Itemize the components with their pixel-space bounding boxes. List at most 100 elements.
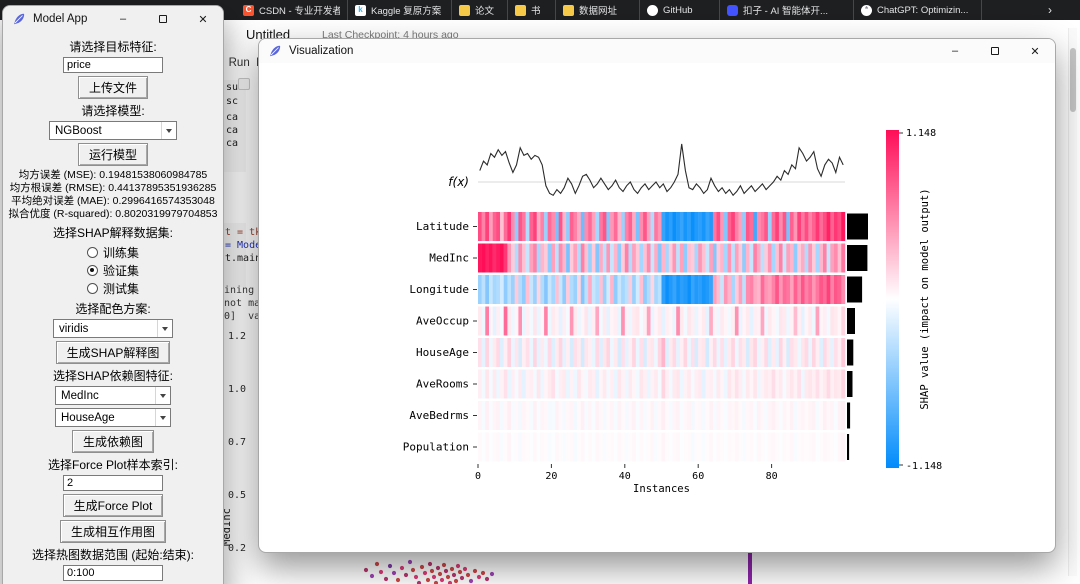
scrollbar-handle[interactable]	[1070, 48, 1076, 112]
colormap-combobox[interactable]: viridis	[53, 319, 173, 338]
editor-fragment: ca	[226, 125, 239, 136]
maximize-button[interactable]	[143, 6, 183, 32]
dependence-feature2-value: HouseAge	[61, 411, 115, 424]
maximize-button[interactable]	[975, 39, 1015, 63]
close-button[interactable]: ✕	[1030, 45, 1040, 58]
generate-shap-button[interactable]: 生成SHAP解释图	[55, 341, 171, 364]
model-app-titlebar[interactable]: Model App – ✕	[3, 6, 223, 32]
editor-fragment: 1.2	[228, 331, 247, 342]
code-cell-fragment	[224, 80, 246, 172]
minimize-button[interactable]: –	[951, 45, 959, 57]
editor-fragment: not mat	[224, 298, 267, 309]
force-index-label: 选择Force Plot样本索引:	[47, 458, 179, 472]
metric-line: 均方误差 (MSE): 0.19481538060984785	[18, 169, 208, 181]
svg-text:40: 40	[619, 471, 631, 482]
tab-title: 数据网址	[579, 6, 618, 17]
svg-text:Instances: Instances	[633, 483, 690, 495]
chevron-down-icon	[157, 320, 172, 337]
browser-tab[interactable]: * ChatGPT: Optimizin...	[854, 0, 982, 20]
radio-validation[interactable]: 验证集	[86, 261, 139, 279]
svg-text:60: 60	[692, 471, 704, 482]
folder-icon	[459, 4, 470, 16]
radio-label: 验证集	[102, 263, 139, 278]
target-feature-label: 请选择目标特征:	[69, 40, 157, 54]
dependence-feature1-value: MedInc	[61, 389, 99, 402]
model-combobox[interactable]: NGBoost	[49, 121, 177, 140]
radio-train[interactable]: 训练集	[86, 243, 139, 261]
editor-fragment: = Model	[225, 240, 268, 251]
tab-title: GitHub	[663, 4, 693, 16]
maximize-icon	[159, 15, 167, 23]
tab-title: CSDN - 专业开发者...	[259, 6, 340, 17]
svg-text:20: 20	[545, 471, 557, 482]
svg-text:0: 0	[475, 471, 481, 482]
feather-icon	[12, 12, 26, 26]
visualization-titlebar[interactable]: Visualization – ✕	[259, 39, 1055, 63]
folder-icon	[515, 4, 526, 16]
editor-fragment: 0.2	[228, 543, 247, 554]
tab-title: 论文	[475, 6, 495, 17]
generate-force-button[interactable]: 生成Force Plot	[62, 494, 164, 517]
tab-title: ChatGPT: Optimizin...	[877, 4, 969, 16]
svg-text:f(x): f(x)	[448, 175, 469, 189]
radio-icon	[86, 282, 98, 294]
svg-text:-1.148: -1.148	[906, 461, 942, 472]
dependence-feature1-combobox[interactable]: MedInc	[55, 386, 171, 405]
svg-text:Population: Population	[403, 441, 469, 454]
svg-text:AveRooms: AveRooms	[416, 378, 469, 391]
target-feature-input[interactable]	[63, 57, 163, 73]
editor-fragment: sc	[226, 96, 239, 107]
visualization-window: Visualization – ✕ f(x) Latitude MedInc Long…	[258, 38, 1056, 553]
code-cell-fragment	[224, 223, 246, 287]
model-select-label: 请选择模型:	[81, 104, 145, 118]
editor-fragment: 0.5	[228, 490, 247, 501]
browser-tab[interactable]: C CSDN - 专业开发者...	[236, 0, 348, 20]
plot-line-fragment	[748, 553, 752, 584]
minimize-button[interactable]: –	[119, 13, 127, 25]
tab-title: 扣子 - AI 智能体开...	[743, 6, 828, 17]
browser-tab[interactable]: k Kaggle 复原方案	[348, 0, 452, 20]
metric-line: 拟合优度 (R-squared): 0.8020319979704853	[8, 208, 218, 220]
browser-tab[interactable]: 扣子 - AI 智能体开...	[720, 0, 854, 20]
chevron-down-icon	[155, 387, 170, 404]
tab-title: Kaggle 复原方案	[371, 6, 442, 17]
model-combobox-value: NGBoost	[55, 124, 102, 137]
metrics-block: 均方误差 (MSE): 0.19481538060984785 均方根误差 (RM…	[9, 169, 218, 221]
colormap-label: 选择配色方案:	[75, 302, 151, 316]
generate-interaction-button[interactable]: 生成相互作用图	[59, 520, 166, 543]
heatmap-range-input[interactable]	[63, 565, 163, 581]
github-icon	[647, 4, 658, 16]
radio-icon	[86, 264, 98, 276]
chevron-down-icon	[161, 122, 176, 139]
radio-test[interactable]: 测试集	[86, 279, 139, 297]
generate-dependence-button[interactable]: 生成依赖图	[71, 430, 154, 453]
editor-fragment: t.mainlo	[225, 253, 274, 264]
browser-tab[interactable]: 书	[508, 0, 556, 20]
editor-fragment: ca	[226, 138, 239, 149]
window-controls: – ✕	[935, 39, 1055, 63]
upload-file-button[interactable]: 上传文件	[77, 76, 148, 99]
tab-overflow-chevron-icon[interactable]: ›	[1048, 3, 1052, 17]
force-index-input[interactable]	[63, 475, 163, 491]
scatter-plot-fragment	[363, 559, 495, 584]
svg-text:AveOccup: AveOccup	[416, 315, 469, 328]
kaggle-icon: k	[355, 4, 366, 16]
page-scrollbar[interactable]	[1068, 28, 1077, 576]
close-button[interactable]: ✕	[198, 13, 208, 26]
visualization-title: Visualization	[289, 45, 354, 57]
browser-tab-bar: C CSDN - 专业开发者... k Kaggle 复原方案 论文 书 数据网址 GitHu…	[0, 0, 1080, 20]
browser-tab[interactable]: 数据网址	[556, 0, 640, 20]
dependence-feature2-combobox[interactable]: HouseAge	[55, 408, 171, 427]
svg-text:1.148: 1.148	[906, 128, 936, 139]
cell-toolbar-icon[interactable]	[238, 78, 250, 90]
folder-icon	[563, 4, 574, 16]
model-app-window: Model App – ✕ 请选择目标特征: 上传文件 请选择模型: NGBoo…	[2, 5, 224, 584]
dependence-feature-label: 选择SHAP依赖图特征:	[52, 369, 173, 383]
svg-text:HouseAge: HouseAge	[416, 346, 469, 359]
browser-tab[interactable]: 论文	[452, 0, 508, 20]
browser-tab[interactable]: GitHub	[640, 0, 720, 20]
shap-heatmap-chart: f(x) Latitude MedInc Longitude AveOccup House…	[403, 128, 942, 495]
run-model-button[interactable]: 运行模型	[77, 143, 148, 166]
svg-text:SHAP value (impact on model ou: SHAP value (impact on model output)	[919, 188, 931, 409]
